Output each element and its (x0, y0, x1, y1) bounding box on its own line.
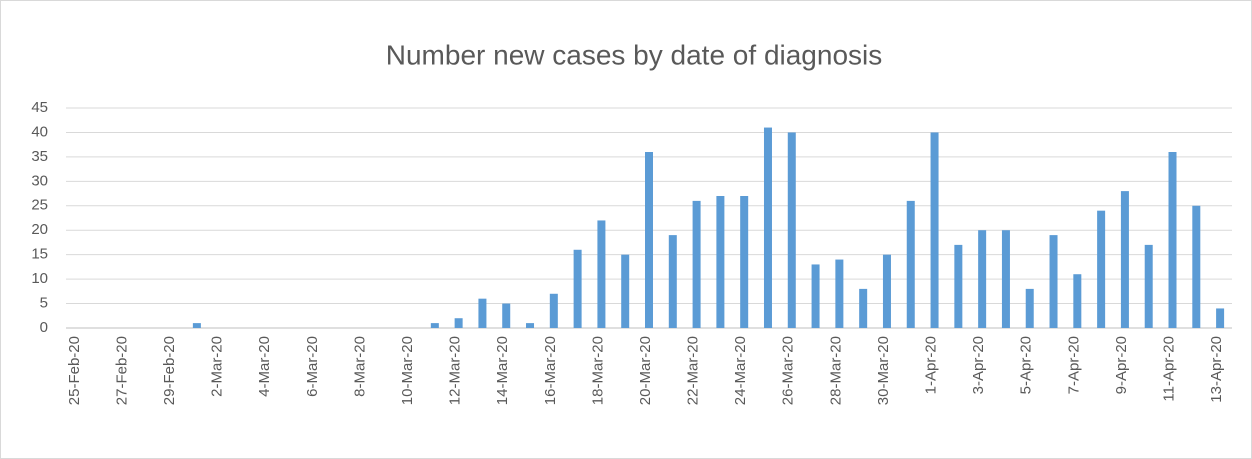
bar (787, 132, 796, 328)
bar (763, 127, 772, 328)
x-tick-label: 20-Mar-20 (637, 336, 654, 405)
bar (621, 254, 630, 328)
bar (1192, 205, 1201, 328)
bar (692, 200, 701, 328)
y-tick-label: 15 (31, 246, 48, 263)
bar (1025, 288, 1034, 328)
bar (906, 200, 915, 328)
bar (668, 235, 677, 328)
bar (502, 303, 511, 328)
bar (1120, 191, 1129, 328)
x-tick-label: 13-Apr-20 (1208, 336, 1225, 403)
y-tick-label: 35 (31, 148, 48, 165)
bar (740, 196, 749, 328)
bar (1097, 210, 1106, 328)
y-tick-label: 5 (40, 295, 48, 312)
x-tick-label: 7-Apr-20 (1065, 336, 1082, 394)
bar (859, 288, 868, 328)
x-tick-label: 4-Mar-20 (256, 336, 273, 397)
x-tick-label: 16-Mar-20 (542, 336, 559, 405)
x-tick-label: 29-Feb-20 (161, 336, 178, 405)
x-tick-label: 24-Mar-20 (732, 336, 749, 405)
x-tick-label: 5-Apr-20 (1018, 336, 1035, 394)
y-tick-label: 0 (40, 319, 48, 336)
chart-title: Number new cases by date of diagnosis (386, 39, 883, 70)
bar (192, 323, 201, 328)
bar (978, 230, 987, 328)
y-tick-label: 45 (31, 99, 48, 116)
x-tick-label: 3-Apr-20 (970, 336, 987, 394)
x-tick-label: 26-Mar-20 (780, 336, 797, 405)
y-tick-label: 10 (31, 270, 48, 287)
bar (1049, 235, 1058, 328)
x-tick-label: 18-Mar-20 (589, 336, 606, 405)
x-tick-label: 9-Apr-20 (1113, 336, 1130, 394)
bar (1168, 152, 1177, 328)
bar (811, 264, 820, 328)
bar (645, 152, 653, 328)
bar (954, 244, 963, 328)
bar (1001, 230, 1010, 328)
x-tick-label: 27-Feb-20 (113, 336, 130, 405)
bar (1144, 244, 1153, 328)
x-tick-label: 6-Mar-20 (304, 336, 321, 397)
bar (549, 293, 558, 328)
bar (597, 220, 606, 328)
y-tick-label: 20 (31, 221, 48, 238)
bar (882, 254, 891, 328)
y-tick-label: 25 (31, 197, 48, 214)
x-tick-label: 2-Mar-20 (209, 336, 226, 397)
y-tick-label: 30 (31, 172, 48, 189)
x-tick-label: 11-Apr-20 (1160, 336, 1177, 402)
bar (478, 298, 487, 328)
x-tick-label: 14-Mar-20 (494, 336, 511, 405)
bar (1216, 308, 1225, 328)
bar (573, 249, 582, 328)
x-tick-label: 25-Feb-20 (66, 336, 83, 405)
bar (454, 318, 463, 328)
x-tick-label: 10-Mar-20 (399, 336, 416, 405)
bar (1073, 274, 1082, 328)
x-tick-label: 12-Mar-20 (447, 336, 464, 405)
x-tick-label: 22-Mar-20 (685, 336, 702, 405)
bar (835, 259, 844, 328)
x-tick-label: 28-Mar-20 (827, 336, 844, 405)
x-tick-label: 1-Apr-20 (923, 336, 940, 394)
x-tick-label: 30-Mar-20 (875, 336, 892, 405)
x-tick-label: 8-Mar-20 (351, 336, 368, 397)
bar (930, 132, 939, 328)
bar (430, 323, 439, 328)
y-tick-label: 40 (31, 123, 48, 140)
bar (526, 323, 535, 328)
bar (716, 196, 725, 328)
